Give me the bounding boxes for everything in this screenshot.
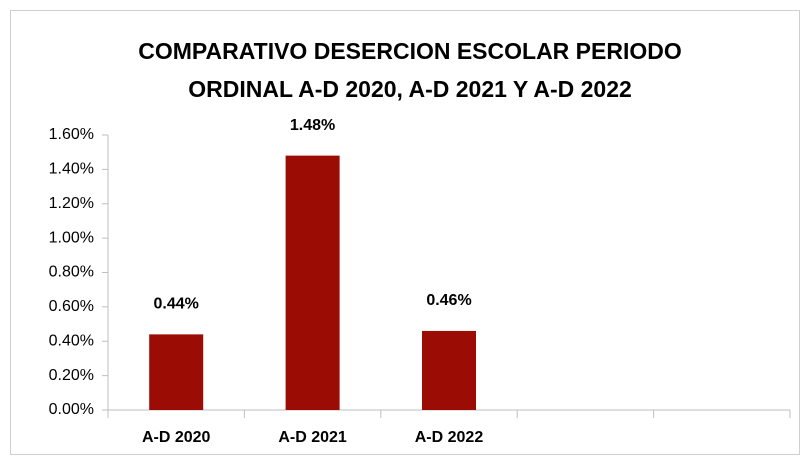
- y-tick-label: 1.00%: [49, 229, 94, 246]
- chart-border: [10, 10, 800, 455]
- y-tick-label: 0.20%: [49, 367, 94, 384]
- data-label: 0.46%: [426, 292, 471, 309]
- chart-title: COMPARATIVO DESERCION ESCOLAR PERIODO OR…: [138, 38, 682, 102]
- bar: [422, 330, 476, 410]
- y-tick-label: 1.60%: [49, 126, 94, 143]
- bar: [149, 334, 204, 410]
- y-tick-label: 1.40%: [49, 161, 94, 178]
- x-tick-label: A-D 2020: [142, 429, 211, 446]
- x-tick-label: A-D 2022: [415, 429, 484, 446]
- data-label: 0.44%: [154, 296, 199, 313]
- y-tick-label: 0.80%: [49, 264, 94, 281]
- data-label: 1.48%: [290, 117, 335, 134]
- y-tick-label: 0.40%: [49, 332, 94, 349]
- x-tick-label: A-D 2021: [278, 429, 347, 446]
- y-tick-label: 1.20%: [49, 195, 94, 212]
- bar: [285, 155, 340, 410]
- y-tick-label: 0.00%: [49, 401, 94, 418]
- y-tick-label: 0.60%: [49, 298, 94, 315]
